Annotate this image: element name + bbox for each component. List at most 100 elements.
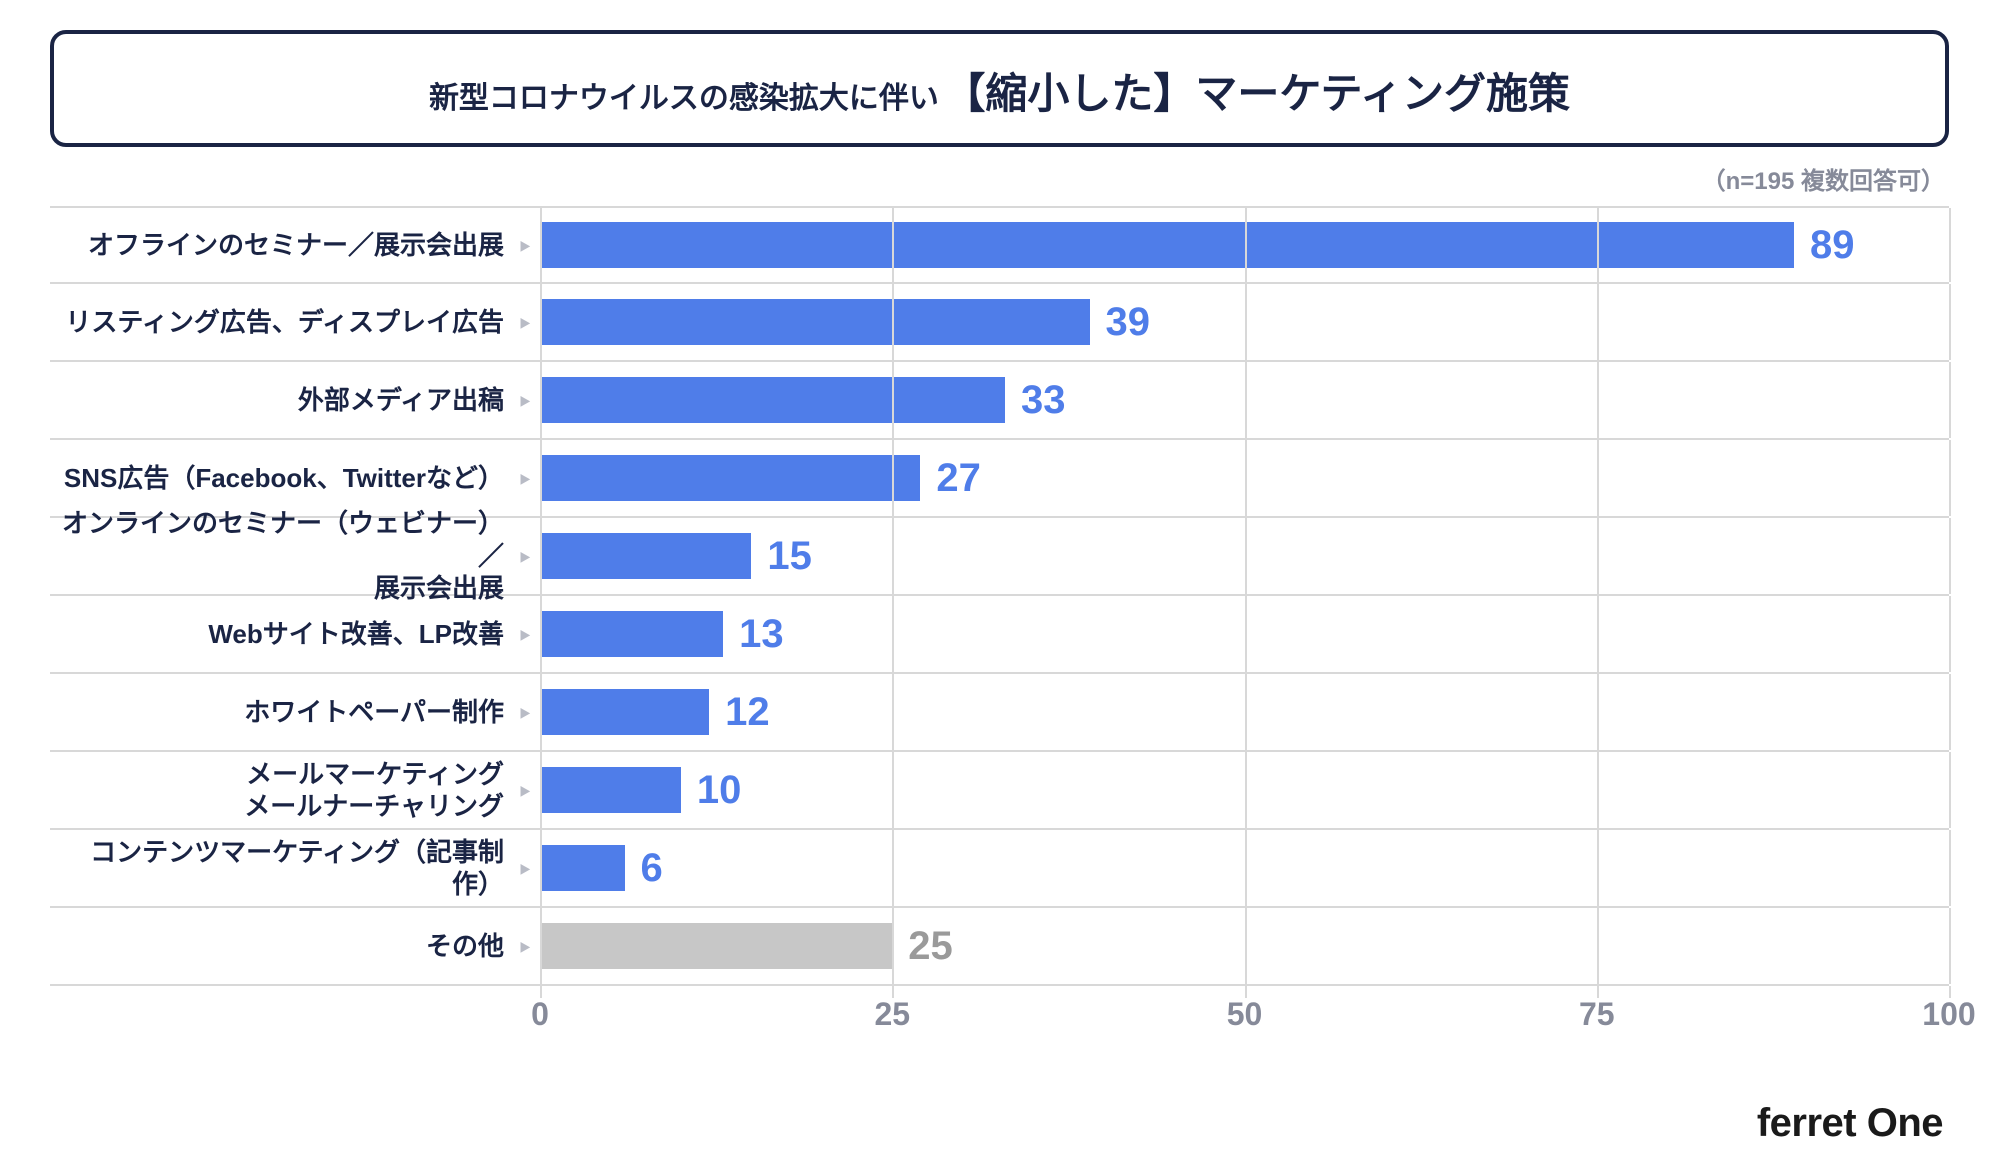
gridline [1949,752,1951,828]
category-label: SNS広告（Facebook、Twitterなど） [50,440,510,516]
category-label: 外部メディア出稿 [50,362,510,438]
axis-spacer [50,986,510,1036]
bar [540,923,892,969]
gridline [1245,674,1247,750]
category-label: オンラインのセミナー（ウェビナー）／ 展示会出展 [50,518,510,594]
axis-tick-label: 0 [531,996,549,1033]
gridline [1245,518,1247,594]
gridline [540,208,542,282]
gridline [1949,440,1951,516]
bar-value: 39 [1106,302,1151,342]
row-marker: ▶ [510,752,540,828]
gridline [540,674,542,750]
bar [540,845,625,891]
triangle-icon: ▶ [520,860,530,877]
bar [540,767,681,813]
gridline [540,752,542,828]
gridline [540,596,542,672]
triangle-icon: ▶ [520,392,530,409]
gridline [1597,518,1599,594]
chart-row: 外部メディア出稿 ▶ 33 [50,362,1949,440]
gridline [1597,208,1599,282]
bar-area: 13 [540,596,1949,672]
gridline [1245,284,1247,360]
gridline [892,830,894,906]
gridline [1597,284,1599,360]
bar-area: 33 [540,362,1949,438]
gridline [1245,208,1247,282]
bar-value: 33 [1021,380,1066,420]
gridline [892,518,894,594]
gridline [1949,518,1951,594]
x-axis: 0255075100 [50,986,1949,1036]
title-pre: 新型コロナウイルスの感染拡大に伴い [429,82,939,115]
gridline [892,362,894,438]
bar [540,377,1005,423]
category-label: リスティング広告、ディスプレイ広告 [50,284,510,360]
gridline [1245,362,1247,438]
gridline [1245,440,1247,516]
category-label: メールマーケティング メールナーチャリング [50,752,510,828]
chart-row: ホワイトペーパー制作▶12 [50,674,1949,752]
bar-value: 15 [767,536,812,576]
row-marker: ▶ [510,596,540,672]
title-main: 【縮小した】マーケティング施策 [943,70,1570,117]
bar [540,689,709,735]
triangle-icon: ▶ [520,548,530,565]
gridline [540,518,542,594]
chart-row: オフラインのセミナー／展示会出展▶89 [50,206,1949,284]
bar-value: 25 [908,926,953,966]
sample-size-note: （n=195 複数回答可） [50,161,1945,196]
bar-area: 39 [540,284,1949,360]
gridline [1949,830,1951,906]
axis-tick-label: 75 [1579,996,1615,1033]
bar [540,611,723,657]
chart-row: その他 ▶ 25 [50,908,1949,986]
gridline [892,208,894,282]
triangle-icon: ▶ [520,470,530,487]
category-label: Webサイト改善、LP改善 [50,596,510,672]
gridline [892,284,894,360]
gridline [1597,908,1599,984]
gridline [1245,830,1247,906]
chart-row: オンラインのセミナー（ウェビナー）／ 展示会出展 ▶ 15 [50,518,1949,596]
title-box: 新型コロナウイルスの感染拡大に伴い 【縮小した】マーケティング施策 [50,30,1949,147]
bar-value: 13 [739,614,784,654]
bar-area: 25 [540,908,1949,984]
row-marker: ▶ [510,362,540,438]
bar-value: 12 [725,692,770,732]
gridline [540,362,542,438]
gridline [892,674,894,750]
gridline [1949,208,1951,282]
chart-row: コンテンツマーケティング（記事制作）▶6 [50,830,1949,908]
triangle-icon: ▶ [520,314,530,331]
gridline [540,908,542,984]
bar [540,455,920,501]
bar-area: 89 [540,208,1949,282]
gridline [540,440,542,516]
row-marker: ▶ [510,674,540,750]
gridline [1949,284,1951,360]
gridline [540,284,542,360]
brand-logo: ferret One [1757,1101,1943,1146]
gridline [540,830,542,906]
bar-area: 10 [540,752,1949,828]
triangle-icon: ▶ [520,938,530,955]
bar-value: 10 [697,770,742,810]
bar-area: 27 [540,440,1949,516]
chart-row: メールマーケティング メールナーチャリング▶ 10 [50,752,1949,830]
gridline [1949,596,1951,672]
gridline [892,752,894,828]
gridline [1949,362,1951,438]
bar [540,299,1090,345]
gridline [892,908,894,984]
axis-tick-label: 25 [874,996,910,1033]
category-label: その他 [50,908,510,984]
gridline [1245,908,1247,984]
bar-value: 27 [936,458,981,498]
gridline [1597,596,1599,672]
bar-chart: オフラインのセミナー／展示会出展▶89リスティング広告、ディスプレイ広告 ▶ 39 外… [50,206,1949,1036]
bar-area: 12 [540,674,1949,750]
bar [540,533,751,579]
row-marker: ▶ [510,284,540,360]
